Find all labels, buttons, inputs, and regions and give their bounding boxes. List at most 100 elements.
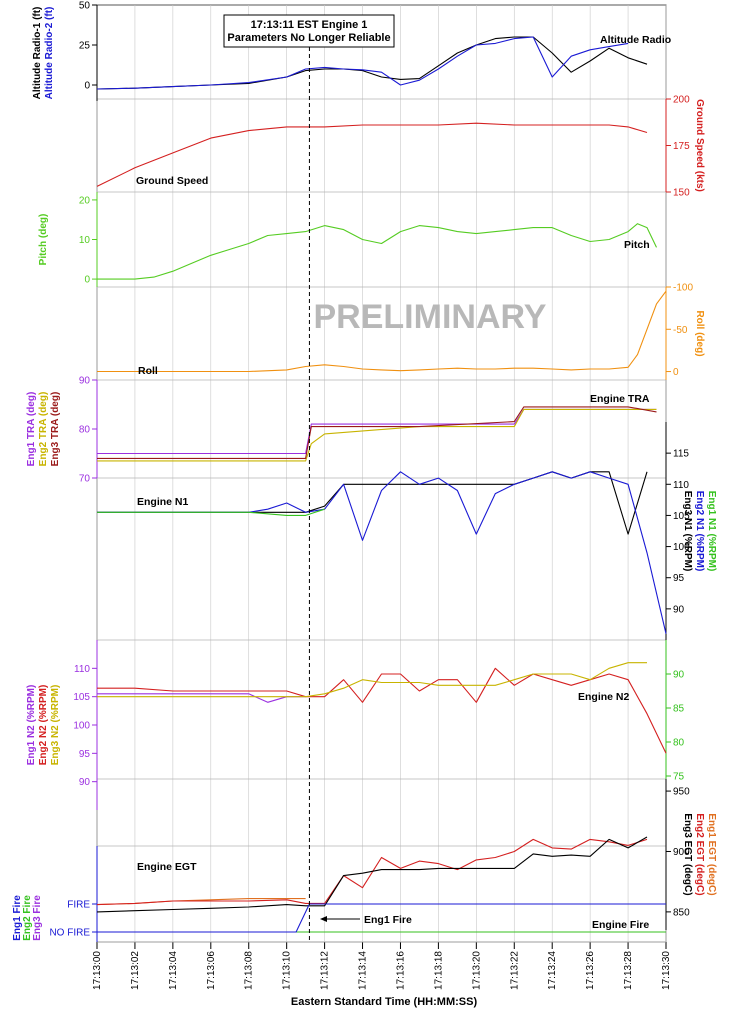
- y-tick-label: 70: [79, 474, 91, 485]
- series-line: [96, 836, 648, 913]
- chart-labels: 17:13:00 17:13:02 17:13:04 17:13:06 17:13:08…: [12, 1, 717, 990]
- y-tick-label: 80: [79, 425, 91, 436]
- y-axis-title: Eng2 Fire: [22, 895, 33, 941]
- x-tick-label: 17:13:22: [509, 951, 520, 990]
- series-line: [97, 223, 657, 280]
- y-axis-title: Eng3 TRA (deg): [50, 392, 61, 467]
- x-tick-label: 17:13:10: [282, 951, 293, 990]
- event-annotation-line-2: Parameters No Longer Reliable: [227, 32, 390, 44]
- y-axis-title: Eng2 TRA (deg): [38, 392, 49, 467]
- y-tick-label: -100: [673, 283, 693, 294]
- y-tick-label: 175: [673, 141, 690, 152]
- y-tick-label: FIRE: [67, 900, 90, 911]
- y-axis-title: Altitude Radio-2 (ft): [44, 7, 55, 100]
- panel-label: Altitude Radio: [600, 34, 671, 46]
- x-tick-label: 17:13:00: [92, 951, 103, 990]
- panel-label: Engine EGT: [137, 861, 197, 873]
- y-axis-title: Eng1 N1 (%RPM): [706, 491, 717, 572]
- y-axis-title: Eng1 Fire: [12, 895, 23, 941]
- y-tick-label: 0: [84, 275, 90, 286]
- x-tick-label: 17:13:24: [547, 951, 558, 990]
- x-tick-label: 17:13:02: [130, 951, 141, 990]
- y-tick-label: 110: [74, 664, 90, 675]
- y-axis-title: Ground Speed (kts): [694, 99, 705, 192]
- x-tick-label: 17:13:20: [471, 951, 482, 990]
- y-axis-title: Eng2 N2 (%RPM): [38, 685, 49, 766]
- y-tick-label: 115: [673, 449, 689, 460]
- y-tick-label: 105: [673, 511, 690, 522]
- y-tick-label: 0: [84, 81, 90, 92]
- y-axis-title: Eng2 N1 (%RPM): [694, 491, 705, 572]
- panel-label: Engine Fire: [592, 919, 649, 931]
- series-line: [97, 508, 325, 516]
- x-tick-label: 17:13:14: [358, 951, 369, 990]
- event-annotation-line-1: 17:13:11 EST Engine 1: [251, 19, 368, 31]
- preliminary-watermark: PRELIMINARY: [314, 298, 547, 336]
- series-line: [97, 903, 666, 933]
- y-tick-label: 850: [673, 907, 690, 918]
- y-tick-label: 0: [673, 367, 679, 378]
- y-tick-label: NO FIRE: [49, 928, 90, 939]
- y-tick-label: 100: [73, 721, 90, 732]
- y-tick-label: 85: [673, 704, 685, 715]
- panel-label: Ground Speed: [136, 175, 208, 187]
- plot-frame: [96, 4, 667, 943]
- y-tick-label: 90: [673, 670, 685, 681]
- x-tick-label: 17:13:16: [395, 951, 406, 990]
- x-tick-label: 17:13:06: [206, 951, 217, 990]
- y-axis-title: Eng1 N2 (%RPM): [26, 685, 37, 766]
- series-line: [96, 838, 648, 906]
- series-line: [97, 408, 657, 455]
- y-tick-label: 90: [79, 376, 91, 387]
- eng1-fire-label: Eng1 Fire: [364, 914, 412, 926]
- x-tick-label: 17:13:18: [433, 951, 444, 990]
- series-line: [97, 406, 657, 459]
- series-line: [97, 667, 667, 754]
- event-annotation: 17:13:11 EST Engine 1 Parameters No Long…: [223, 14, 395, 48]
- y-axis-title: Pitch (deg): [38, 214, 49, 266]
- y-tick-label: 50: [79, 1, 91, 12]
- chart-grid: [92, 4, 671, 949]
- series-line: [97, 693, 306, 703]
- y-axis-title: Eng2 EGT (degC): [694, 813, 705, 895]
- y-tick-label: 100: [673, 542, 690, 553]
- panel-label: Engine N1: [137, 496, 189, 508]
- series-line: [96, 36, 648, 90]
- y-axis-title: Altitude Radio-1 (ft): [32, 7, 43, 100]
- y-tick-label: 20: [79, 195, 91, 206]
- eng1-fire-arrowhead: [320, 916, 327, 922]
- y-tick-label: 25: [79, 41, 91, 52]
- panel-label: Pitch: [624, 239, 650, 251]
- series-line: [97, 290, 667, 373]
- y-tick-label: -50: [673, 325, 688, 336]
- y-axis-title: Eng3 N2 (%RPM): [50, 685, 61, 766]
- y-tick-label: 200: [673, 95, 690, 106]
- y-tick-label: 90: [79, 777, 91, 788]
- panel-label: Roll: [138, 365, 158, 377]
- y-tick-label: 150: [673, 188, 690, 199]
- panel-label: Engine TRA: [590, 393, 650, 405]
- y-tick-label: 900: [673, 847, 690, 858]
- y-tick-label: 950: [673, 787, 690, 798]
- y-axis-title: Eng1 EGT (degC): [706, 813, 717, 895]
- y-tick-label: 10: [79, 235, 91, 246]
- x-tick-label: 17:13:08: [244, 951, 255, 990]
- x-tick-label: 17:13:04: [168, 951, 179, 990]
- series-line: [97, 662, 647, 698]
- chart-marks: [96, 36, 667, 942]
- y-axis-title: Eng3 N1 (%RPM): [682, 491, 693, 572]
- series-line: [97, 471, 667, 634]
- x-tick-label: 17:13:28: [623, 951, 634, 990]
- y-axis-title: Eng1 TRA (deg): [26, 392, 37, 467]
- y-tick-label: 110: [673, 480, 689, 491]
- y-axis-title: Eng3 EGT (degC): [682, 813, 693, 895]
- y-axis-title: Eng3 Fire: [32, 895, 43, 941]
- x-tick-label: 17:13:26: [585, 951, 596, 990]
- panel-label: Engine N2: [578, 691, 630, 703]
- series-line: [96, 36, 629, 90]
- y-axis-title: Roll (deg): [694, 310, 705, 356]
- x-tick-label: 17:13:30: [661, 951, 672, 990]
- y-tick-label: 75: [673, 772, 685, 783]
- y-tick-label: 80: [673, 738, 685, 749]
